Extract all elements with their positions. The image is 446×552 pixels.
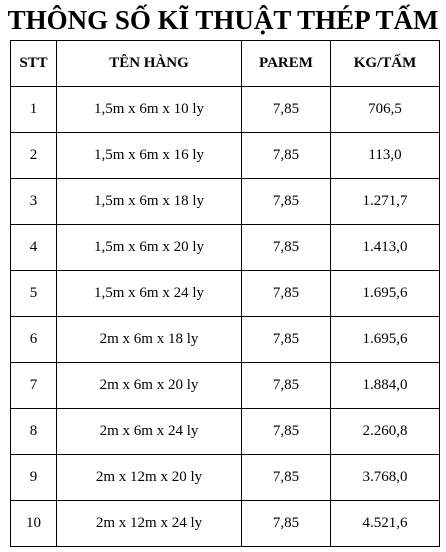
cell-name: 1,5m x 6m x 10 ly [56, 86, 242, 133]
cell-parem: 7,85 [241, 500, 331, 547]
cell-name: 1,5m x 6m x 18 ly [56, 178, 242, 225]
cell-stt: 9 [10, 454, 57, 501]
cell-name: 2m x 12m x 24 ly [56, 500, 242, 547]
column-header-name: TÊN HÀNG [56, 40, 242, 87]
cell-kg: 706,5 [330, 86, 440, 133]
cell-kg: 4.521,6 [330, 500, 440, 547]
table-row: 1 1,5m x 6m x 10 ly 7,85 706,5 [10, 86, 440, 133]
cell-kg: 1.884,0 [330, 362, 440, 409]
cell-stt: 4 [10, 224, 57, 271]
table-row: 7 2m x 6m x 20 ly 7,85 1.884,0 [10, 362, 440, 409]
cell-kg: 1.695,6 [330, 270, 440, 317]
cell-kg: 113,0 [330, 132, 440, 179]
cell-kg: 2.260,8 [330, 408, 440, 455]
column-header-parem: PAREM [241, 40, 331, 87]
cell-parem: 7,85 [241, 132, 331, 179]
cell-stt: 8 [10, 408, 57, 455]
table-row: 5 1,5m x 6m x 24 ly 7,85 1.695,6 [10, 270, 440, 317]
cell-parem: 7,85 [241, 454, 331, 501]
cell-name: 1,5m x 6m x 16 ly [56, 132, 242, 179]
cell-name: 2m x 6m x 18 ly [56, 316, 242, 363]
table-row: 4 1,5m x 6m x 20 ly 7,85 1.413,0 [10, 224, 440, 271]
table-row: 8 2m x 6m x 24 ly 7,85 2.260,8 [10, 408, 440, 455]
column-header-stt: STT [10, 40, 57, 87]
cell-parem: 7,85 [241, 224, 331, 271]
cell-stt: 7 [10, 362, 57, 409]
table-row: 9 2m x 12m x 20 ly 7,85 3.768,0 [10, 454, 440, 501]
cell-stt: 3 [10, 178, 57, 225]
cell-name: 1,5m x 6m x 24 ly [56, 270, 242, 317]
table-row: 10 2m x 12m x 24 ly 7,85 4.521,6 [10, 500, 440, 547]
cell-name: 2m x 12m x 20 ly [56, 454, 242, 501]
cell-parem: 7,85 [241, 408, 331, 455]
cell-parem: 7,85 [241, 362, 331, 409]
cell-parem: 7,85 [241, 178, 331, 225]
steel-plate-spec-table: STT TÊN HÀNG PAREM KG/TẤM 1 1,5m x 6m x … [10, 40, 440, 547]
table-row: 2 1,5m x 6m x 16 ly 7,85 113,0 [10, 132, 440, 179]
table-header-row: STT TÊN HÀNG PAREM KG/TẤM [10, 40, 440, 87]
cell-parem: 7,85 [241, 316, 331, 363]
cell-name: 1,5m x 6m x 20 ly [56, 224, 242, 271]
cell-kg: 1.413,0 [330, 224, 440, 271]
cell-name: 2m x 6m x 24 ly [56, 408, 242, 455]
cell-stt: 5 [10, 270, 57, 317]
cell-kg: 1.695,6 [330, 316, 440, 363]
cell-stt: 10 [10, 500, 57, 547]
cell-stt: 1 [10, 86, 57, 133]
cell-stt: 2 [10, 132, 57, 179]
table-row: 6 2m x 6m x 18 ly 7,85 1.695,6 [10, 316, 440, 363]
cell-stt: 6 [10, 316, 57, 363]
table-row: 3 1,5m x 6m x 18 ly 7,85 1.271,7 [10, 178, 440, 225]
cell-name: 2m x 6m x 20 ly [56, 362, 242, 409]
cell-kg: 1.271,7 [330, 178, 440, 225]
cell-parem: 7,85 [241, 86, 331, 133]
column-header-kg: KG/TẤM [330, 40, 440, 87]
cell-kg: 3.768,0 [330, 454, 440, 501]
page-title: THÔNG SỐ KĨ THUẬT THÉP TẤM [7, 5, 439, 35]
cell-parem: 7,85 [241, 270, 331, 317]
